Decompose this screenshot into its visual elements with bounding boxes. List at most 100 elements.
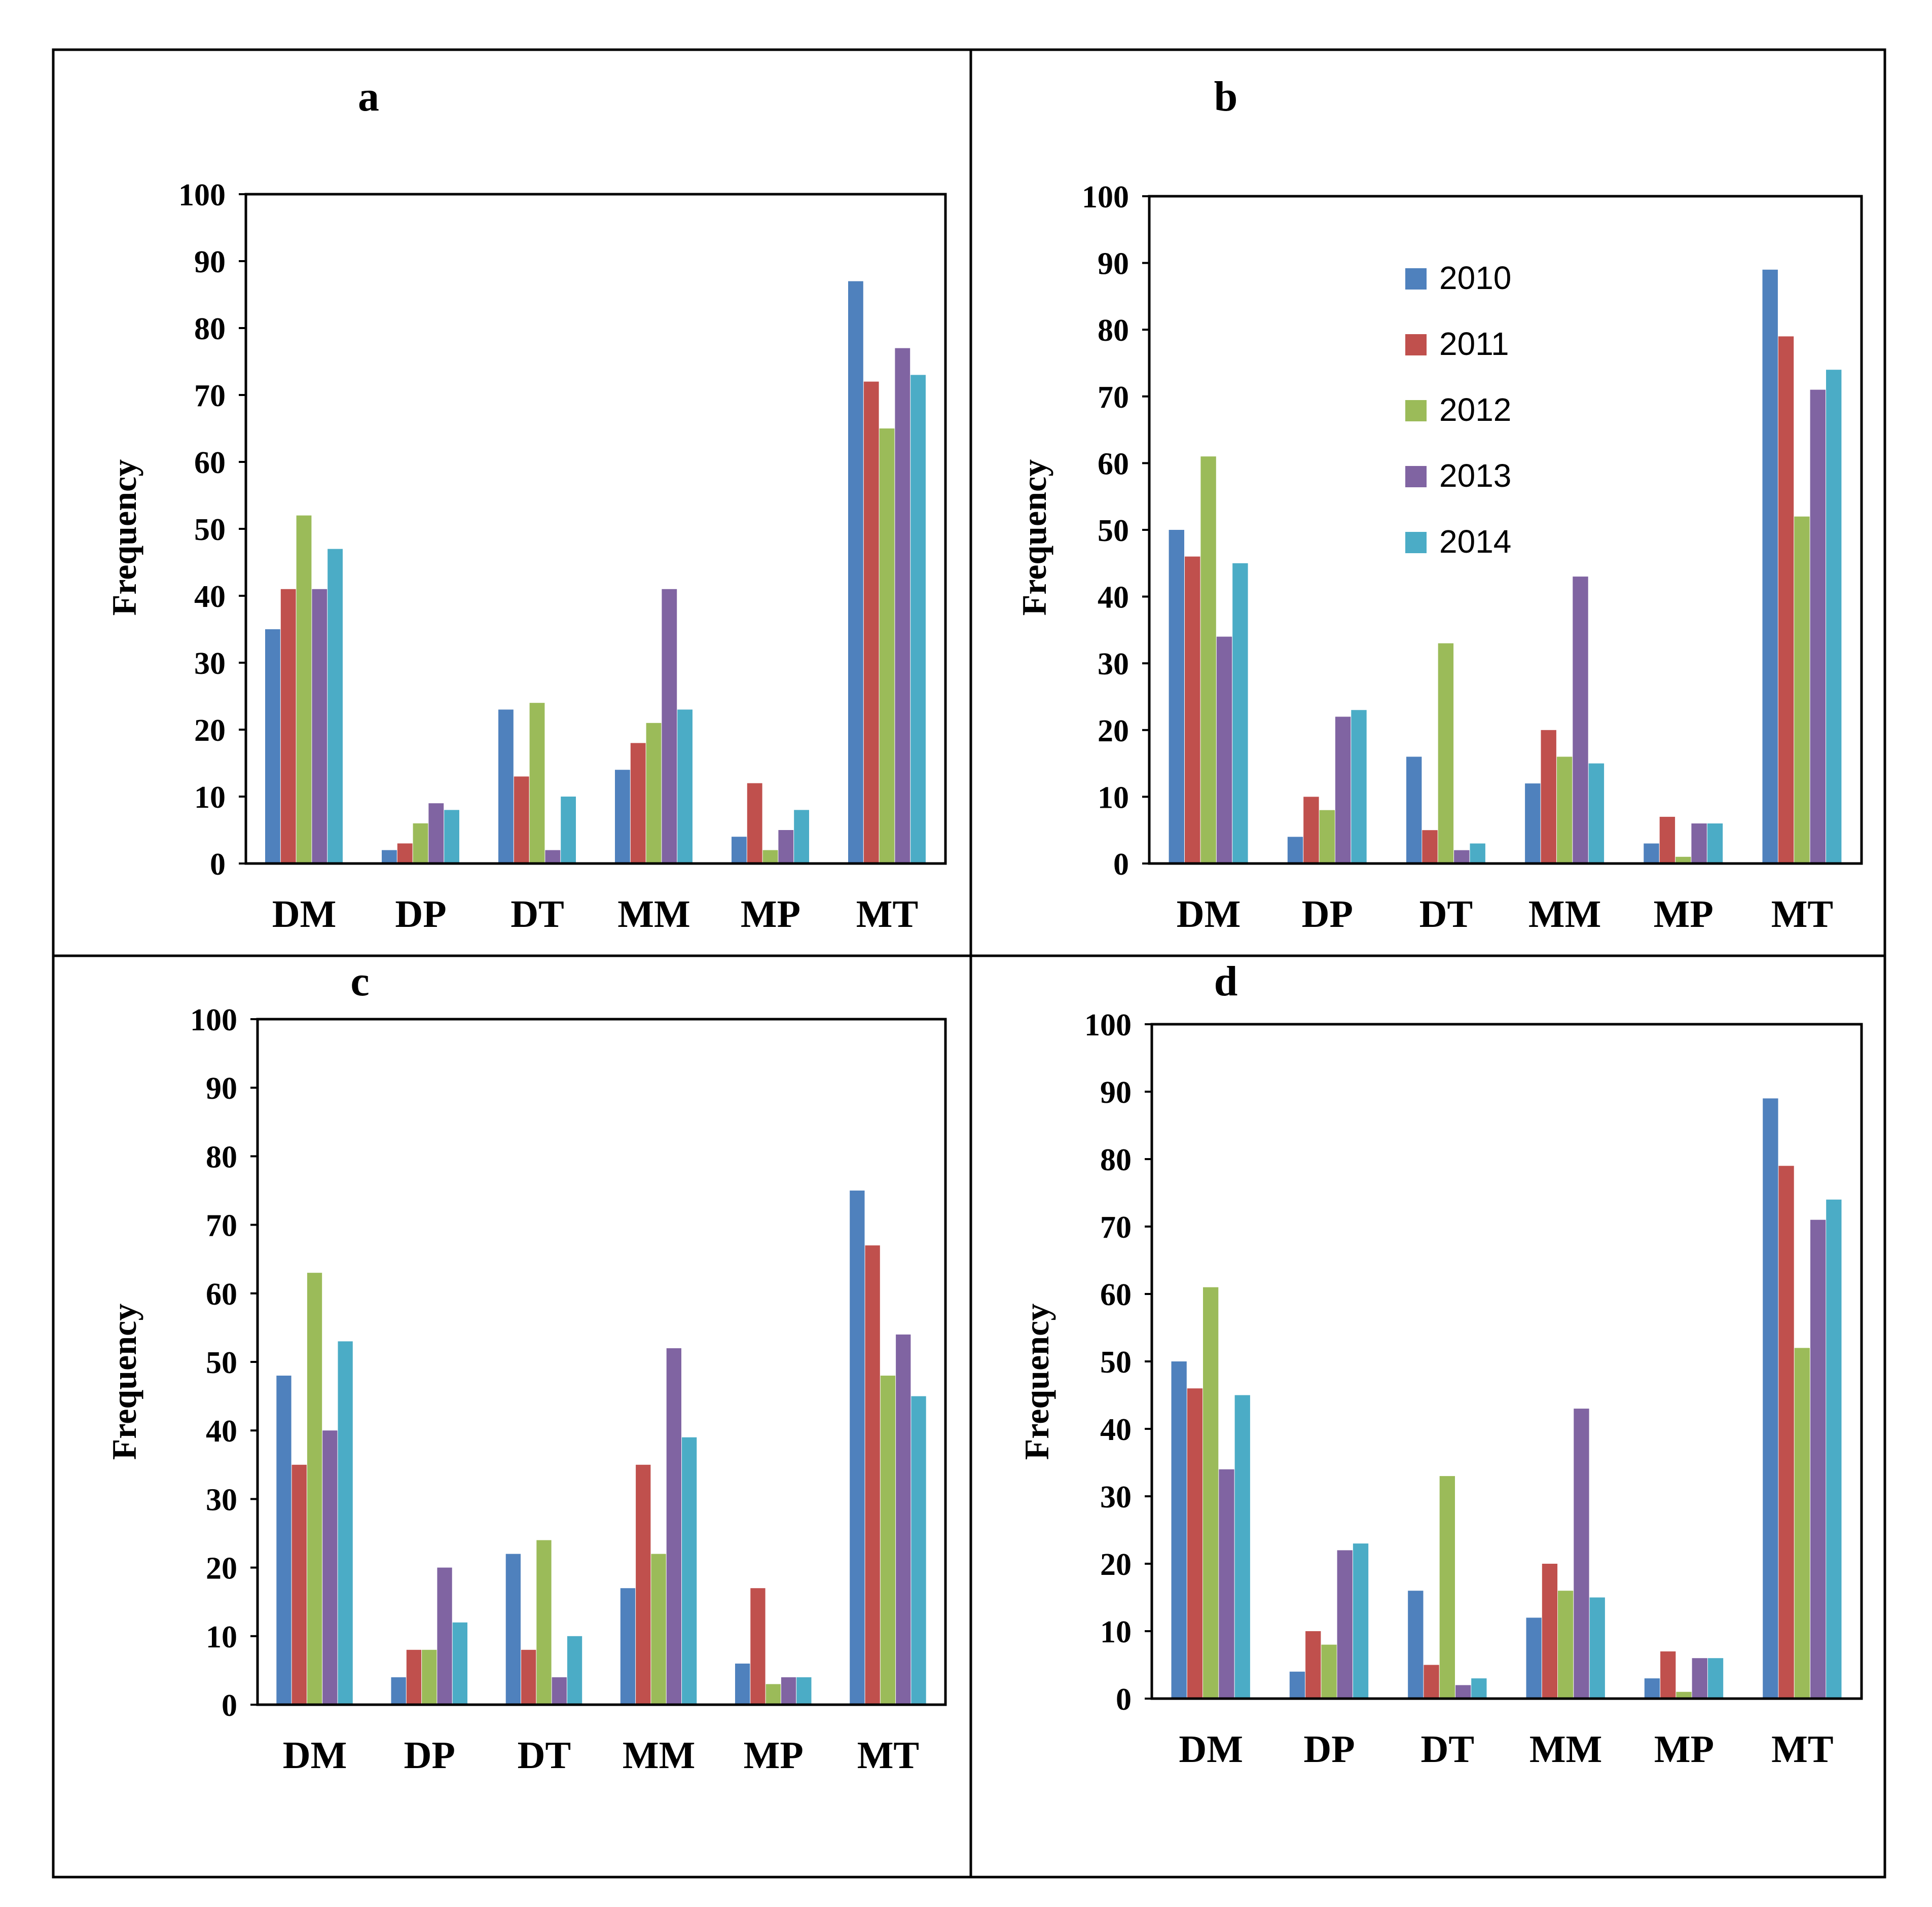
bar-2013-mp	[1691, 823, 1707, 863]
bar-2011-dm	[280, 589, 296, 863]
bar-2012-dt	[1439, 1476, 1455, 1699]
bar-2011-dt	[1424, 1665, 1439, 1699]
bar-2013-dt	[552, 1677, 567, 1705]
y-tick-label: 20	[206, 1552, 237, 1586]
bar-2014-mp	[1707, 823, 1723, 863]
bar-2012-mm	[1558, 1591, 1574, 1699]
bar-2014-mt	[1826, 370, 1842, 863]
bar-2010-dt	[1406, 757, 1422, 863]
y-tick-label: 20	[1098, 714, 1129, 748]
bar-2013-dp	[1335, 716, 1351, 863]
bar-2010-dt	[505, 1554, 521, 1705]
bar-2010-dt	[498, 709, 514, 863]
legend-swatch-2011	[1405, 334, 1427, 355]
bar-2012-mm	[646, 723, 662, 863]
y-tick-label: 100	[1084, 1008, 1132, 1042]
panel-letter: d	[1214, 958, 1238, 1005]
legend-label: 2014	[1439, 523, 1511, 560]
bar-2014-dp	[1353, 1543, 1369, 1699]
y-axis-label: Frequency	[105, 459, 143, 616]
bar-2011-mp	[1659, 816, 1675, 863]
y-tick-label: 30	[1100, 1480, 1132, 1515]
y-tick-label: 60	[1098, 447, 1129, 481]
x-category-label: DT	[1421, 1728, 1475, 1771]
bar-2010-dp	[1289, 1671, 1305, 1699]
bar-2012-dt	[529, 703, 545, 863]
bar-2013-mm	[662, 589, 677, 863]
x-category-label: DP	[404, 1734, 455, 1777]
bar-2011-mp	[750, 1588, 765, 1705]
bar-2014-dm	[338, 1341, 353, 1705]
x-category-label: DT	[1419, 893, 1473, 935]
bar-2013-mm	[666, 1348, 681, 1705]
bar-2010-mp	[1644, 843, 1659, 863]
bar-2011-mt	[863, 381, 879, 863]
bar-2011-mp	[1660, 1651, 1676, 1699]
x-category-label: DT	[511, 893, 564, 935]
bar-2010-mt	[1762, 269, 1778, 863]
y-tick-label: 80	[206, 1140, 237, 1174]
y-tick-label: 50	[1098, 514, 1129, 548]
legend-label: 2010	[1439, 260, 1511, 296]
legend-label: 2013	[1439, 457, 1511, 494]
bar-2012-mp	[762, 850, 778, 863]
y-tick-label: 0	[222, 1688, 237, 1723]
bar-2014-dm	[327, 549, 343, 863]
bar-2013-dm	[312, 589, 327, 863]
y-tick-label: 50	[1100, 1345, 1132, 1380]
panel-letter: b	[1214, 73, 1238, 120]
bar-2013-mp	[781, 1677, 796, 1705]
bar-2012-dt	[536, 1540, 552, 1705]
bar-2013-dm	[322, 1430, 338, 1705]
legend-swatch-2010	[1405, 268, 1427, 290]
x-category-label: DP	[1302, 893, 1353, 935]
y-tick-label: 20	[1100, 1548, 1132, 1582]
bar-2012-mt	[1794, 1348, 1810, 1699]
bar-2011-mm	[1541, 730, 1556, 863]
y-tick-label: 90	[206, 1071, 237, 1106]
bar-2014-mp	[796, 1677, 812, 1705]
bar-2013-dm	[1219, 1469, 1234, 1699]
legend: 2010 2011 2012 2013 2014	[1405, 260, 1511, 560]
panel-c: c 0 10 20 30 40 50 60 70 80 90 100 DM DP DT MM MP MT Frequ…	[105, 958, 947, 1777]
bar-2010-mm	[1525, 783, 1541, 863]
bar-2012-dm	[1203, 1287, 1219, 1699]
y-tick-label: 40	[206, 1414, 237, 1449]
bar-2012-dp	[413, 823, 428, 863]
y-tick-label: 90	[1100, 1075, 1132, 1110]
x-category-label: MT	[857, 1734, 919, 1777]
x-category-label: DP	[1303, 1728, 1355, 1771]
figure-frame	[52, 48, 1886, 1879]
bar-2012-dt	[1438, 643, 1454, 863]
bar-2014-dp	[452, 1622, 467, 1705]
bar-2010-mt	[848, 281, 863, 863]
y-tick-label: 20	[194, 713, 226, 748]
bar-2013-dp	[1337, 1550, 1353, 1699]
bar-2013-dm	[1216, 636, 1232, 863]
bar-2013-mt	[1810, 389, 1826, 863]
y-tick-label: 90	[194, 245, 226, 279]
bar-2014-mm	[1589, 1597, 1605, 1699]
x-category-label: MM	[617, 893, 690, 935]
y-tick-label: 90	[1098, 247, 1129, 281]
bar-2014-dm	[1234, 1395, 1250, 1699]
x-category-label: DM	[283, 1734, 347, 1777]
y-tick-label: 10	[1098, 780, 1129, 815]
bar-2013-dt	[545, 850, 561, 863]
legend-label: 2011	[1439, 326, 1509, 362]
bar-2010-dp	[391, 1677, 406, 1705]
panel-d: d 0 10 20 30 40 50 60 70 80 90 100 DM DP DT MM MP MT Frequ…	[1017, 958, 1863, 1771]
bar-2014-dt	[561, 797, 576, 863]
bar-2010-dp	[382, 850, 397, 863]
bar-2012-dm	[296, 515, 312, 863]
y-tick-label: 100	[178, 178, 226, 212]
y-tick-label: 70	[194, 379, 226, 413]
y-tick-label: 60	[1100, 1278, 1132, 1312]
legend-swatch-2012	[1405, 400, 1427, 421]
bar-2014-dm	[1232, 563, 1248, 863]
y-tick-label: 80	[1098, 313, 1129, 348]
bar-2010-dp	[1287, 837, 1303, 863]
bar-2012-dp	[1319, 810, 1335, 863]
bar-2010-mp	[732, 837, 747, 863]
bar-2013-dt	[1454, 850, 1470, 863]
